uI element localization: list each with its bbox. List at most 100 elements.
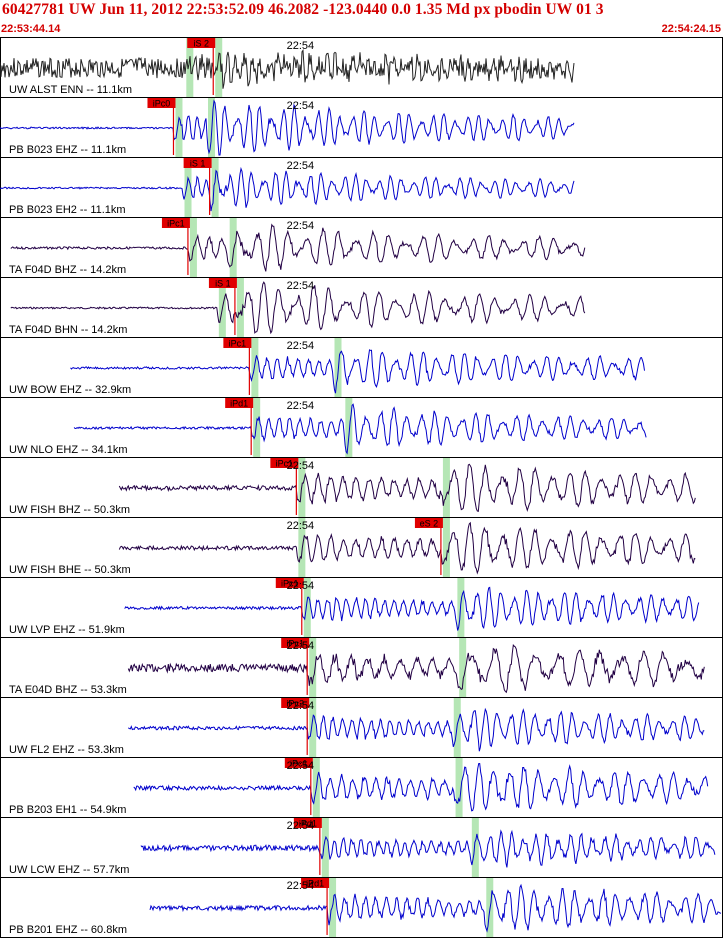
pick-flag[interactable] — [208, 278, 237, 288]
minute-marker: 22:54 — [287, 340, 315, 352]
pick-flag[interactable] — [301, 878, 330, 888]
station-label: UW LCW EHZ -- 57.7km — [9, 864, 129, 876]
waveform-line — [124, 586, 700, 631]
pick-flag[interactable] — [147, 98, 176, 108]
seismogram-panel: iS 2 22:54 UW ALST ENN -- 11.1km iPc0 22:54 P… — [0, 37, 723, 938]
pick-flag[interactable] — [225, 398, 254, 408]
s-window-band — [236, 278, 244, 337]
waveform-line — [0, 48, 575, 89]
waveform-line — [127, 643, 705, 694]
waveform-line — [10, 281, 586, 335]
pick-label: iPd1 — [306, 879, 324, 889]
pick-label: iPc1 — [290, 759, 308, 769]
p-window-band — [303, 578, 311, 637]
pick-flag[interactable] — [281, 698, 310, 708]
station-label: PB B201 EHZ -- 60.8km — [9, 924, 127, 936]
pick-label: iPc1 — [281, 579, 299, 589]
p-window-band — [309, 638, 317, 697]
window-end-time: 22:54:24.15 — [661, 23, 721, 35]
pick-flag[interactable] — [187, 38, 216, 48]
station-label: UW FL2 EHZ -- 53.3km — [9, 744, 124, 756]
minute-marker: 22:54 — [287, 40, 315, 52]
s-window-band — [345, 398, 353, 457]
pick-flag[interactable] — [284, 758, 313, 768]
p-window-band — [175, 98, 183, 157]
pick-label: iS 1 — [190, 159, 206, 169]
p-window-band — [186, 38, 194, 97]
waveform-line — [0, 99, 575, 156]
trace-panel: iPd1 22:54 UW NLO EHZ -- 34.1km — [0, 397, 723, 458]
pick-flag[interactable] — [223, 338, 252, 348]
trace-panel: eS 2 22:54 UW FISH BHE -- 50.3km — [0, 517, 723, 578]
minute-marker: 22:54 — [287, 580, 315, 592]
waveform-line — [140, 829, 716, 868]
pick-flag[interactable] — [270, 458, 299, 468]
s-window-band — [459, 638, 467, 697]
s-window-band — [215, 38, 223, 97]
pick-flag[interactable] — [275, 578, 304, 588]
station-label: TA F04D BHN -- 14.2km — [9, 324, 127, 336]
trace-panel: iPc1 22:54 UW BOW EHZ -- 32.9km — [0, 337, 723, 398]
pick-flag[interactable] — [281, 638, 310, 648]
station-label: UW FISH BHE -- 50.3km — [9, 564, 131, 576]
pick-label: iPc1 — [167, 219, 185, 229]
station-label: PB B023 EH2 -- 11.1km — [9, 204, 126, 216]
pick-flag[interactable] — [414, 518, 443, 528]
minute-marker: 22:54 — [287, 100, 315, 112]
p-window-band — [321, 818, 329, 877]
station-label: UW BOW EHZ -- 32.9km — [9, 384, 131, 396]
minute-marker: 22:54 — [287, 460, 315, 472]
pick-label: iPc0 — [153, 99, 171, 109]
pick-label: eS 2 — [420, 519, 439, 529]
minute-marker: 22:54 — [287, 880, 315, 892]
pick-label: iPc1 — [276, 459, 294, 469]
trace-panel: iPc1 22:54 TA F04D BHZ -- 14.2km — [0, 217, 723, 278]
trace-panel: iPc0 22:54 PB B023 EHZ -- 11.1km — [0, 97, 723, 158]
event-title: 60427781 UW Jun 11, 2012 22:53:52.09 46.… — [2, 1, 604, 18]
p-window-band — [298, 518, 306, 577]
waveform-line — [133, 762, 709, 812]
s-window-band — [211, 158, 219, 217]
pick-label: iS 1 — [215, 279, 231, 289]
s-window-band — [229, 218, 237, 277]
waveform-line — [118, 463, 696, 513]
pick-flag[interactable] — [183, 158, 212, 168]
waveform-line — [73, 403, 647, 455]
pick-label: iPc1 — [229, 339, 247, 349]
pick-label: iPd1 — [230, 399, 248, 409]
trace-panel: iS 1 22:54 TA F04D BHN -- 14.2km — [0, 277, 723, 338]
pick-label: iS 2 — [193, 39, 209, 49]
s-window-band — [442, 518, 450, 577]
station-label: UW LVP EHZ -- 51.9km — [9, 624, 125, 636]
p-window-band — [251, 338, 259, 397]
station-label: UW ALST ENN -- 11.1km — [9, 84, 132, 96]
waveform-line — [149, 883, 722, 933]
waveform-line — [70, 349, 645, 394]
station-label: TA F04D BHZ -- 14.2km — [9, 264, 126, 276]
trace-panel: iS 2 22:54 UW ALST ENN -- 11.1km — [0, 37, 723, 98]
minute-marker: 22:54 — [287, 640, 315, 652]
pick-flag[interactable] — [161, 218, 190, 228]
minute-marker: 22:54 — [287, 220, 315, 232]
station-label: TA E04D BHZ -- 53.3km — [9, 684, 127, 696]
trace-panel: iS 1 22:54 PB B023 EH2 -- 11.1km — [0, 157, 723, 218]
p-window-band — [253, 398, 261, 457]
pick-flag[interactable] — [293, 818, 322, 828]
pick-label: iPc2 — [286, 699, 304, 709]
pick-label: iPc1 — [286, 639, 304, 649]
station-label: UW NLO EHZ -- 34.1km — [9, 444, 128, 456]
station-label: PB B203 EH1 -- 54.9km — [9, 804, 126, 816]
plot-header: 60427781 UW Jun 11, 2012 22:53:52.09 46.… — [0, 0, 723, 37]
p-window-band — [309, 698, 317, 757]
station-label: PB B023 EHZ -- 11.1km — [9, 144, 126, 156]
minute-marker: 22:54 — [287, 820, 315, 832]
waveform-line — [127, 707, 705, 752]
pick-label: iPd1 — [299, 819, 317, 829]
